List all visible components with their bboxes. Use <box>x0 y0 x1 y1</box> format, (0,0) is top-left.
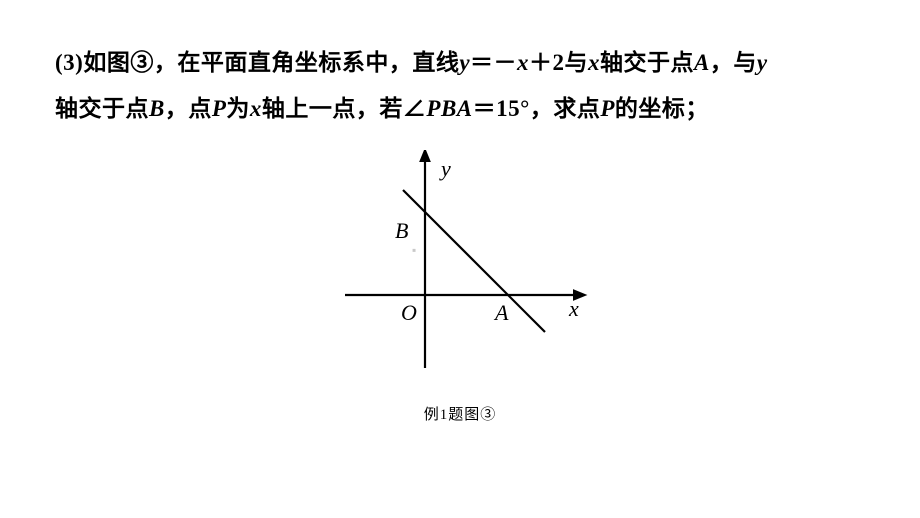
figure: y x O A B <box>325 150 595 385</box>
txt: 如图③，在平面直角坐标系中，直线 <box>83 50 459 75</box>
coordinate-diagram: y x O A B <box>325 150 595 380</box>
pt-b: B <box>149 96 165 121</box>
svg-text:O: O <box>401 300 417 325</box>
svg-text:A: A <box>493 300 509 325</box>
pt-p: P <box>212 96 227 121</box>
txt: ＝－ <box>470 50 517 75</box>
angle-pba: PBA <box>426 96 472 121</box>
page-root: (3)如图③，在平面直角坐标系中，直线y＝－x＋2与x轴交于点A，与y 轴交于点… <box>0 0 920 518</box>
var-x: x <box>588 50 600 75</box>
var-y: y <box>459 50 470 75</box>
var-x: x <box>517 50 529 75</box>
problem-index: (3) <box>55 50 83 75</box>
txt: 的坐标； <box>615 96 709 121</box>
var-x: x <box>250 96 262 121</box>
figure-container: y x O A B 例1题图③ <box>55 150 865 424</box>
txt: 轴交于点 <box>55 96 149 121</box>
txt: ，与 <box>710 50 757 75</box>
var-y: y <box>757 50 768 75</box>
txt: 轴上一点，若∠ <box>262 96 427 121</box>
txt: ＋2与 <box>529 50 588 75</box>
svg-text:y: y <box>439 156 451 181</box>
svg-text:x: x <box>568 296 579 321</box>
svg-text:B: B <box>395 218 408 243</box>
txt: 为 <box>226 96 250 121</box>
problem-statement: (3)如图③，在平面直角坐标系中，直线y＝－x＋2与x轴交于点A，与y 轴交于点… <box>55 40 865 132</box>
txt: 轴交于点 <box>600 50 694 75</box>
pt-p: P <box>600 96 615 121</box>
figure-caption: 例1题图③ <box>55 403 865 424</box>
txt: ，点 <box>165 96 212 121</box>
txt: ＝15°，求点 <box>473 96 601 121</box>
pt-a: A <box>694 50 710 75</box>
